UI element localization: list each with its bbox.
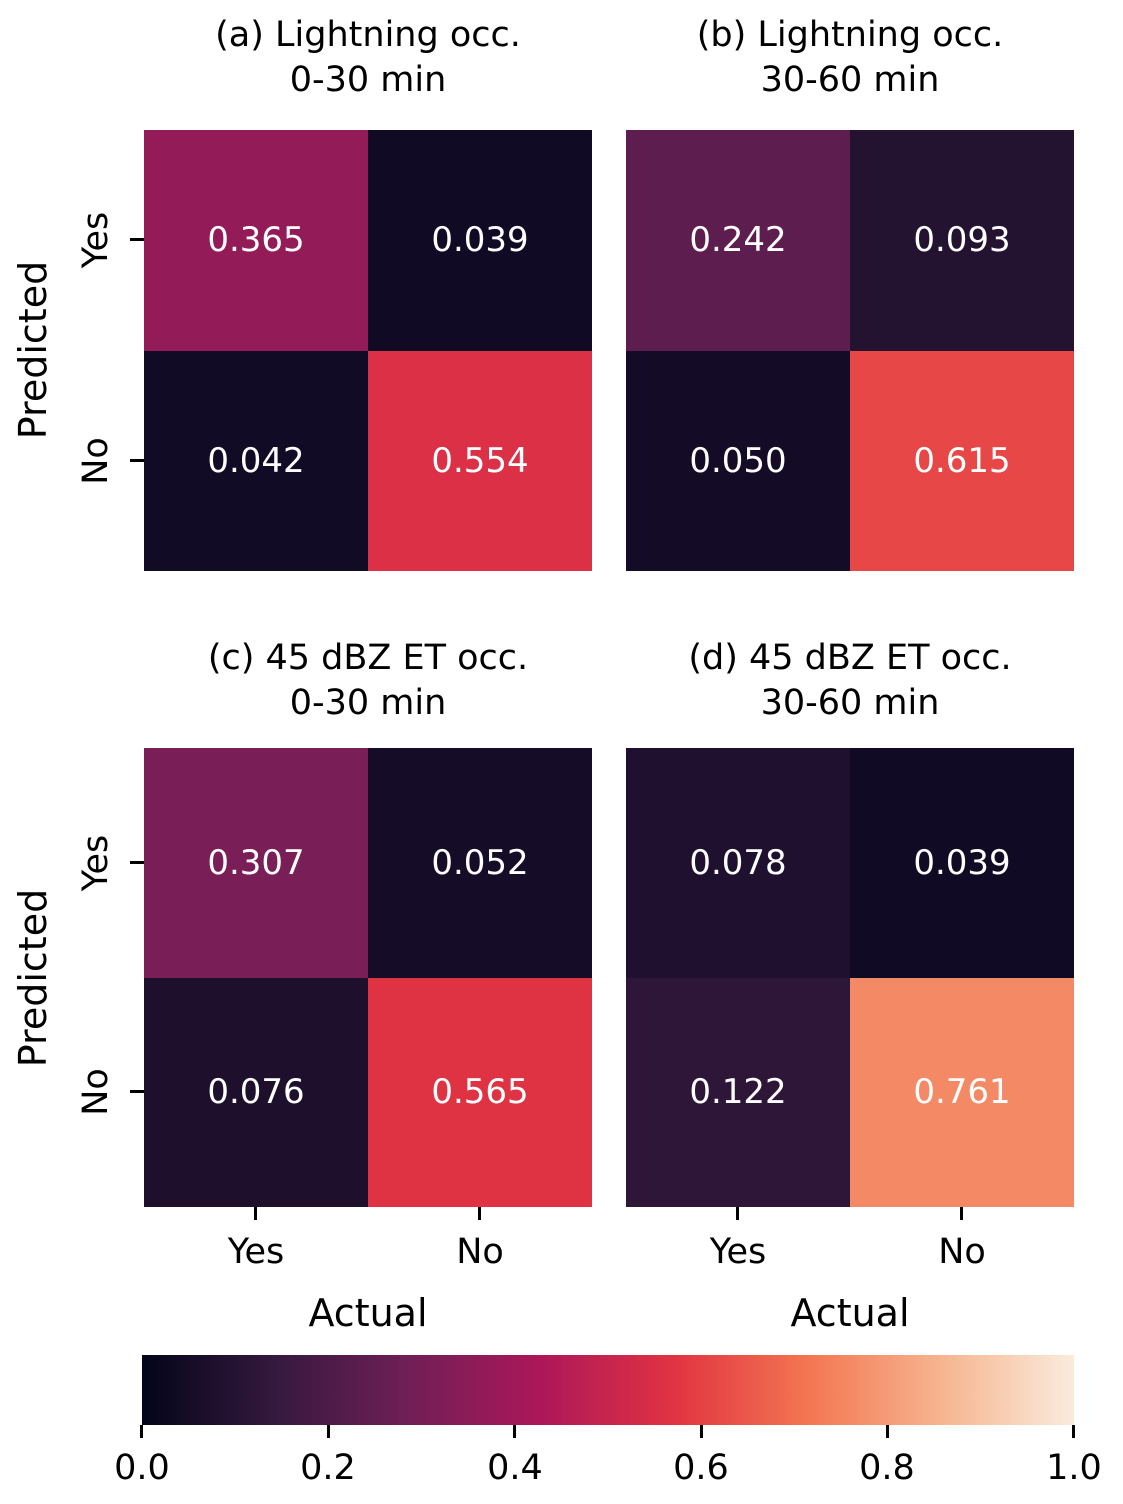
colorbar-tick-label: 0.6 [673,1448,729,1488]
panel-b-title-line1: (b) Lightning occ. [696,15,1004,55]
panel-b-title-line2: 30-60 min [760,60,940,100]
panel-b-heatmap: 0.242 0.093 0.050 0.615 [626,130,1074,571]
colorbar-tick-label: 0.8 [859,1448,915,1488]
xtick-label-yes-right: Yes [709,1232,767,1272]
panel-a-heatmap: 0.365 0.039 0.042 0.554 [144,130,592,571]
panel-c-title-line1: (c) 45 dBZ ET occ. [207,638,529,678]
y-tick-mark [130,238,144,241]
x-axis-label-left: Actual [308,1291,428,1335]
xtick-label-no-right: No [938,1232,986,1272]
y-tick-mark [130,1090,144,1093]
panel-d-heatmap: 0.078 0.039 0.122 0.761 [626,748,1074,1207]
colorbar [142,1355,1074,1425]
heatmap-cell: 0.307 [144,748,368,978]
x-tick-mark [736,1207,739,1220]
y-tick-mark [130,459,144,462]
heatmap-cell: 0.365 [144,130,368,351]
panel-c-title-line2: 0-30 min [289,683,447,723]
y-tick-mark [130,861,144,864]
y-axis-label-row1: Predicted [11,260,55,440]
panel-c-title: (c) 45 dBZ ET occ. 0-30 min [144,636,592,726]
heatmap-cell: 0.039 [368,130,592,351]
panel-a-title-line2: 0-30 min [289,60,447,100]
heatmap-cell: 0.078 [626,748,850,978]
colorbar-tick-label: 0.4 [487,1448,543,1488]
panel-d-title: (d) 45 dBZ ET occ. 30-60 min [626,636,1074,726]
heatmap-cell: 0.615 [850,350,1074,571]
heatmap-cell: 0.076 [144,977,368,1207]
ytick-label-yes-row1: Yes [76,211,116,269]
x-axis-label-right: Actual [790,1291,910,1335]
heatmap-cell: 0.042 [144,350,368,571]
x-tick-mark [960,1207,963,1220]
colorbar-tick-mark [513,1425,516,1438]
panel-b-title: (b) Lightning occ. 30-60 min [626,13,1074,103]
colorbar-tick-mark [140,1425,143,1438]
xtick-label-yes-left: Yes [227,1232,285,1272]
y-axis-label-row2: Predicted [11,888,55,1068]
colorbar-tick-label: 0.0 [114,1448,170,1488]
heatmap-cell: 0.761 [850,977,1074,1207]
colorbar-tick-mark [1072,1425,1075,1438]
colorbar-tick-mark [327,1425,330,1438]
heatmap-cell: 0.050 [626,350,850,571]
panel-d-title-line2: 30-60 min [760,683,940,723]
heatmap-cell: 0.039 [850,748,1074,978]
ytick-label-yes-row2: Yes [76,834,116,892]
panel-c-heatmap: 0.307 0.052 0.076 0.565 [144,748,592,1207]
panel-a-title: (a) Lightning occ. 0-30 min [144,13,592,103]
xtick-label-no-left: No [456,1232,504,1272]
colorbar-tick-mark [886,1425,889,1438]
heatmap-cell: 0.554 [368,350,592,571]
heatmap-cell: 0.052 [368,748,592,978]
colorbar-tick-label: 0.2 [300,1448,356,1488]
colorbar-tick-mark [700,1425,703,1438]
x-tick-mark [254,1207,257,1220]
colorbar-tick-label: 1.0 [1046,1448,1102,1488]
heatmap-cell: 0.565 [368,977,592,1207]
ytick-label-no-row2: No [76,1068,116,1116]
heatmap-cell: 0.242 [626,130,850,351]
heatmap-cell: 0.122 [626,977,850,1207]
panel-d-title-line1: (d) 45 dBZ ET occ. [688,638,1012,678]
x-tick-mark [478,1207,481,1220]
ytick-label-no-row1: No [76,437,116,485]
heatmap-cell: 0.093 [850,130,1074,351]
panel-a-title-line1: (a) Lightning occ. [215,15,521,55]
